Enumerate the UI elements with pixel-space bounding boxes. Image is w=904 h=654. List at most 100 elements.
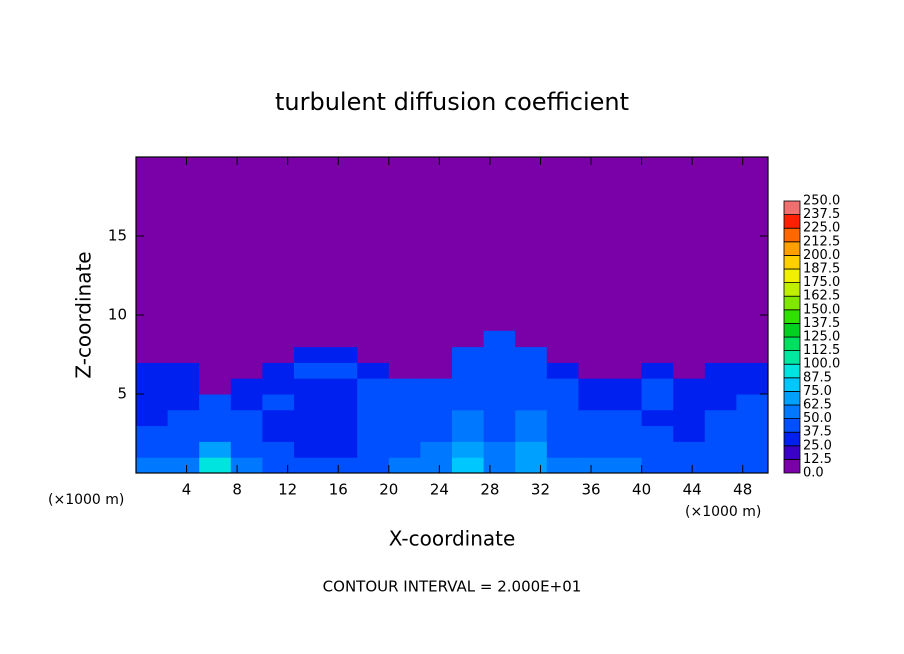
x-tick-label: 16 xyxy=(329,481,348,499)
field-cell xyxy=(673,378,706,395)
field-cell xyxy=(294,378,327,395)
field-cell xyxy=(199,441,232,458)
field-cell xyxy=(388,394,421,411)
field-cell xyxy=(230,457,263,474)
field-cell xyxy=(704,362,737,379)
field-cell xyxy=(262,457,295,474)
field-cell xyxy=(262,346,295,363)
field-cell xyxy=(546,409,579,427)
field-cell xyxy=(325,394,358,411)
field-cell xyxy=(641,330,674,348)
x-tick-label: 48 xyxy=(733,481,752,499)
field-cell xyxy=(704,441,737,458)
field-cell xyxy=(325,457,358,474)
colorbar-label: 187.5 xyxy=(803,262,840,277)
field-cell xyxy=(136,409,169,427)
field-cell xyxy=(483,441,516,458)
field-cell xyxy=(736,409,769,427)
field-cell xyxy=(325,425,358,442)
field-cell xyxy=(578,409,611,427)
field-cell xyxy=(704,394,737,411)
field-cell xyxy=(167,441,200,458)
colorbar-label: 100.0 xyxy=(803,357,840,372)
field-cell xyxy=(136,330,169,348)
field-cell xyxy=(420,362,453,379)
colorbar-label: 87.5 xyxy=(803,370,832,385)
field-cell xyxy=(230,394,263,411)
field-cell xyxy=(704,425,737,442)
x-tick-label: 4 xyxy=(182,481,192,499)
field-cell xyxy=(388,441,421,458)
colorbar-swatch xyxy=(783,254,801,270)
field-cell xyxy=(452,378,485,395)
field-cell xyxy=(294,441,327,458)
x-tick-label: 12 xyxy=(278,481,297,499)
field-cell xyxy=(294,409,327,427)
field-cell xyxy=(452,346,485,363)
field-cell xyxy=(546,441,579,458)
field-cell xyxy=(357,457,390,474)
colorbar-label: 150.0 xyxy=(803,302,840,317)
field-cell xyxy=(578,378,611,395)
colorbar-label: 225.0 xyxy=(803,221,840,236)
colorbar-swatch xyxy=(783,363,801,379)
colorbar-label: 237.5 xyxy=(803,207,840,222)
field-cell xyxy=(515,394,548,411)
field-cell xyxy=(641,346,674,363)
field-cell xyxy=(515,362,548,379)
x-tick-label: 24 xyxy=(430,481,449,499)
field-cell xyxy=(420,346,453,363)
field-cell xyxy=(294,457,327,474)
field-cell xyxy=(610,394,643,411)
field-cell xyxy=(452,362,485,379)
field-cell xyxy=(515,409,548,427)
colorbar-swatch xyxy=(783,445,801,460)
field-cell xyxy=(736,330,769,348)
field-cell xyxy=(136,362,169,379)
field-cell xyxy=(673,362,706,379)
field-cell xyxy=(515,346,548,363)
field-cell xyxy=(230,425,263,442)
field-cell xyxy=(704,346,737,363)
x-axis-label: X-coordinate xyxy=(389,527,516,551)
colorbar-label: 212.5 xyxy=(803,234,840,249)
x-tick-label: 20 xyxy=(379,481,398,499)
field-cell xyxy=(641,378,674,395)
field-cell xyxy=(736,394,769,411)
field-cell xyxy=(388,362,421,379)
y-tick-label: 10 xyxy=(108,306,127,324)
field-cell xyxy=(167,330,200,348)
field-cell xyxy=(673,346,706,363)
field-cell xyxy=(420,457,453,474)
colorbar-label: 137.5 xyxy=(803,316,840,331)
field-cell xyxy=(167,362,200,379)
field-cell xyxy=(136,441,169,458)
field-cell xyxy=(199,378,232,395)
field-cell xyxy=(199,362,232,379)
colorbar-label: 200.0 xyxy=(803,248,840,263)
field-cell xyxy=(736,362,769,379)
field-cell xyxy=(673,330,706,348)
x-tick-label: 28 xyxy=(480,481,499,499)
field-cell xyxy=(230,330,263,348)
colorbar-label: 250.0 xyxy=(803,194,840,209)
field-cell xyxy=(325,330,358,348)
field-cell xyxy=(357,362,390,379)
colorbar-swatch xyxy=(783,431,801,447)
field-cell xyxy=(736,378,769,395)
colorbar-label: 62.5 xyxy=(803,398,832,413)
field-cell xyxy=(736,346,769,363)
field-cell xyxy=(452,457,485,474)
field-cell xyxy=(325,409,358,427)
colorbar-label: 162.5 xyxy=(803,289,840,304)
field-cell xyxy=(515,378,548,395)
field-cell xyxy=(294,330,327,348)
field-cell xyxy=(167,425,200,442)
field-cell xyxy=(546,346,579,363)
field-cell xyxy=(230,346,263,363)
x-unit-label: (×1000 m) xyxy=(48,492,124,508)
field-cell xyxy=(325,441,358,458)
field-cell xyxy=(610,362,643,379)
colorbar-swatch xyxy=(783,214,801,229)
x-tick-label: 40 xyxy=(632,481,651,499)
